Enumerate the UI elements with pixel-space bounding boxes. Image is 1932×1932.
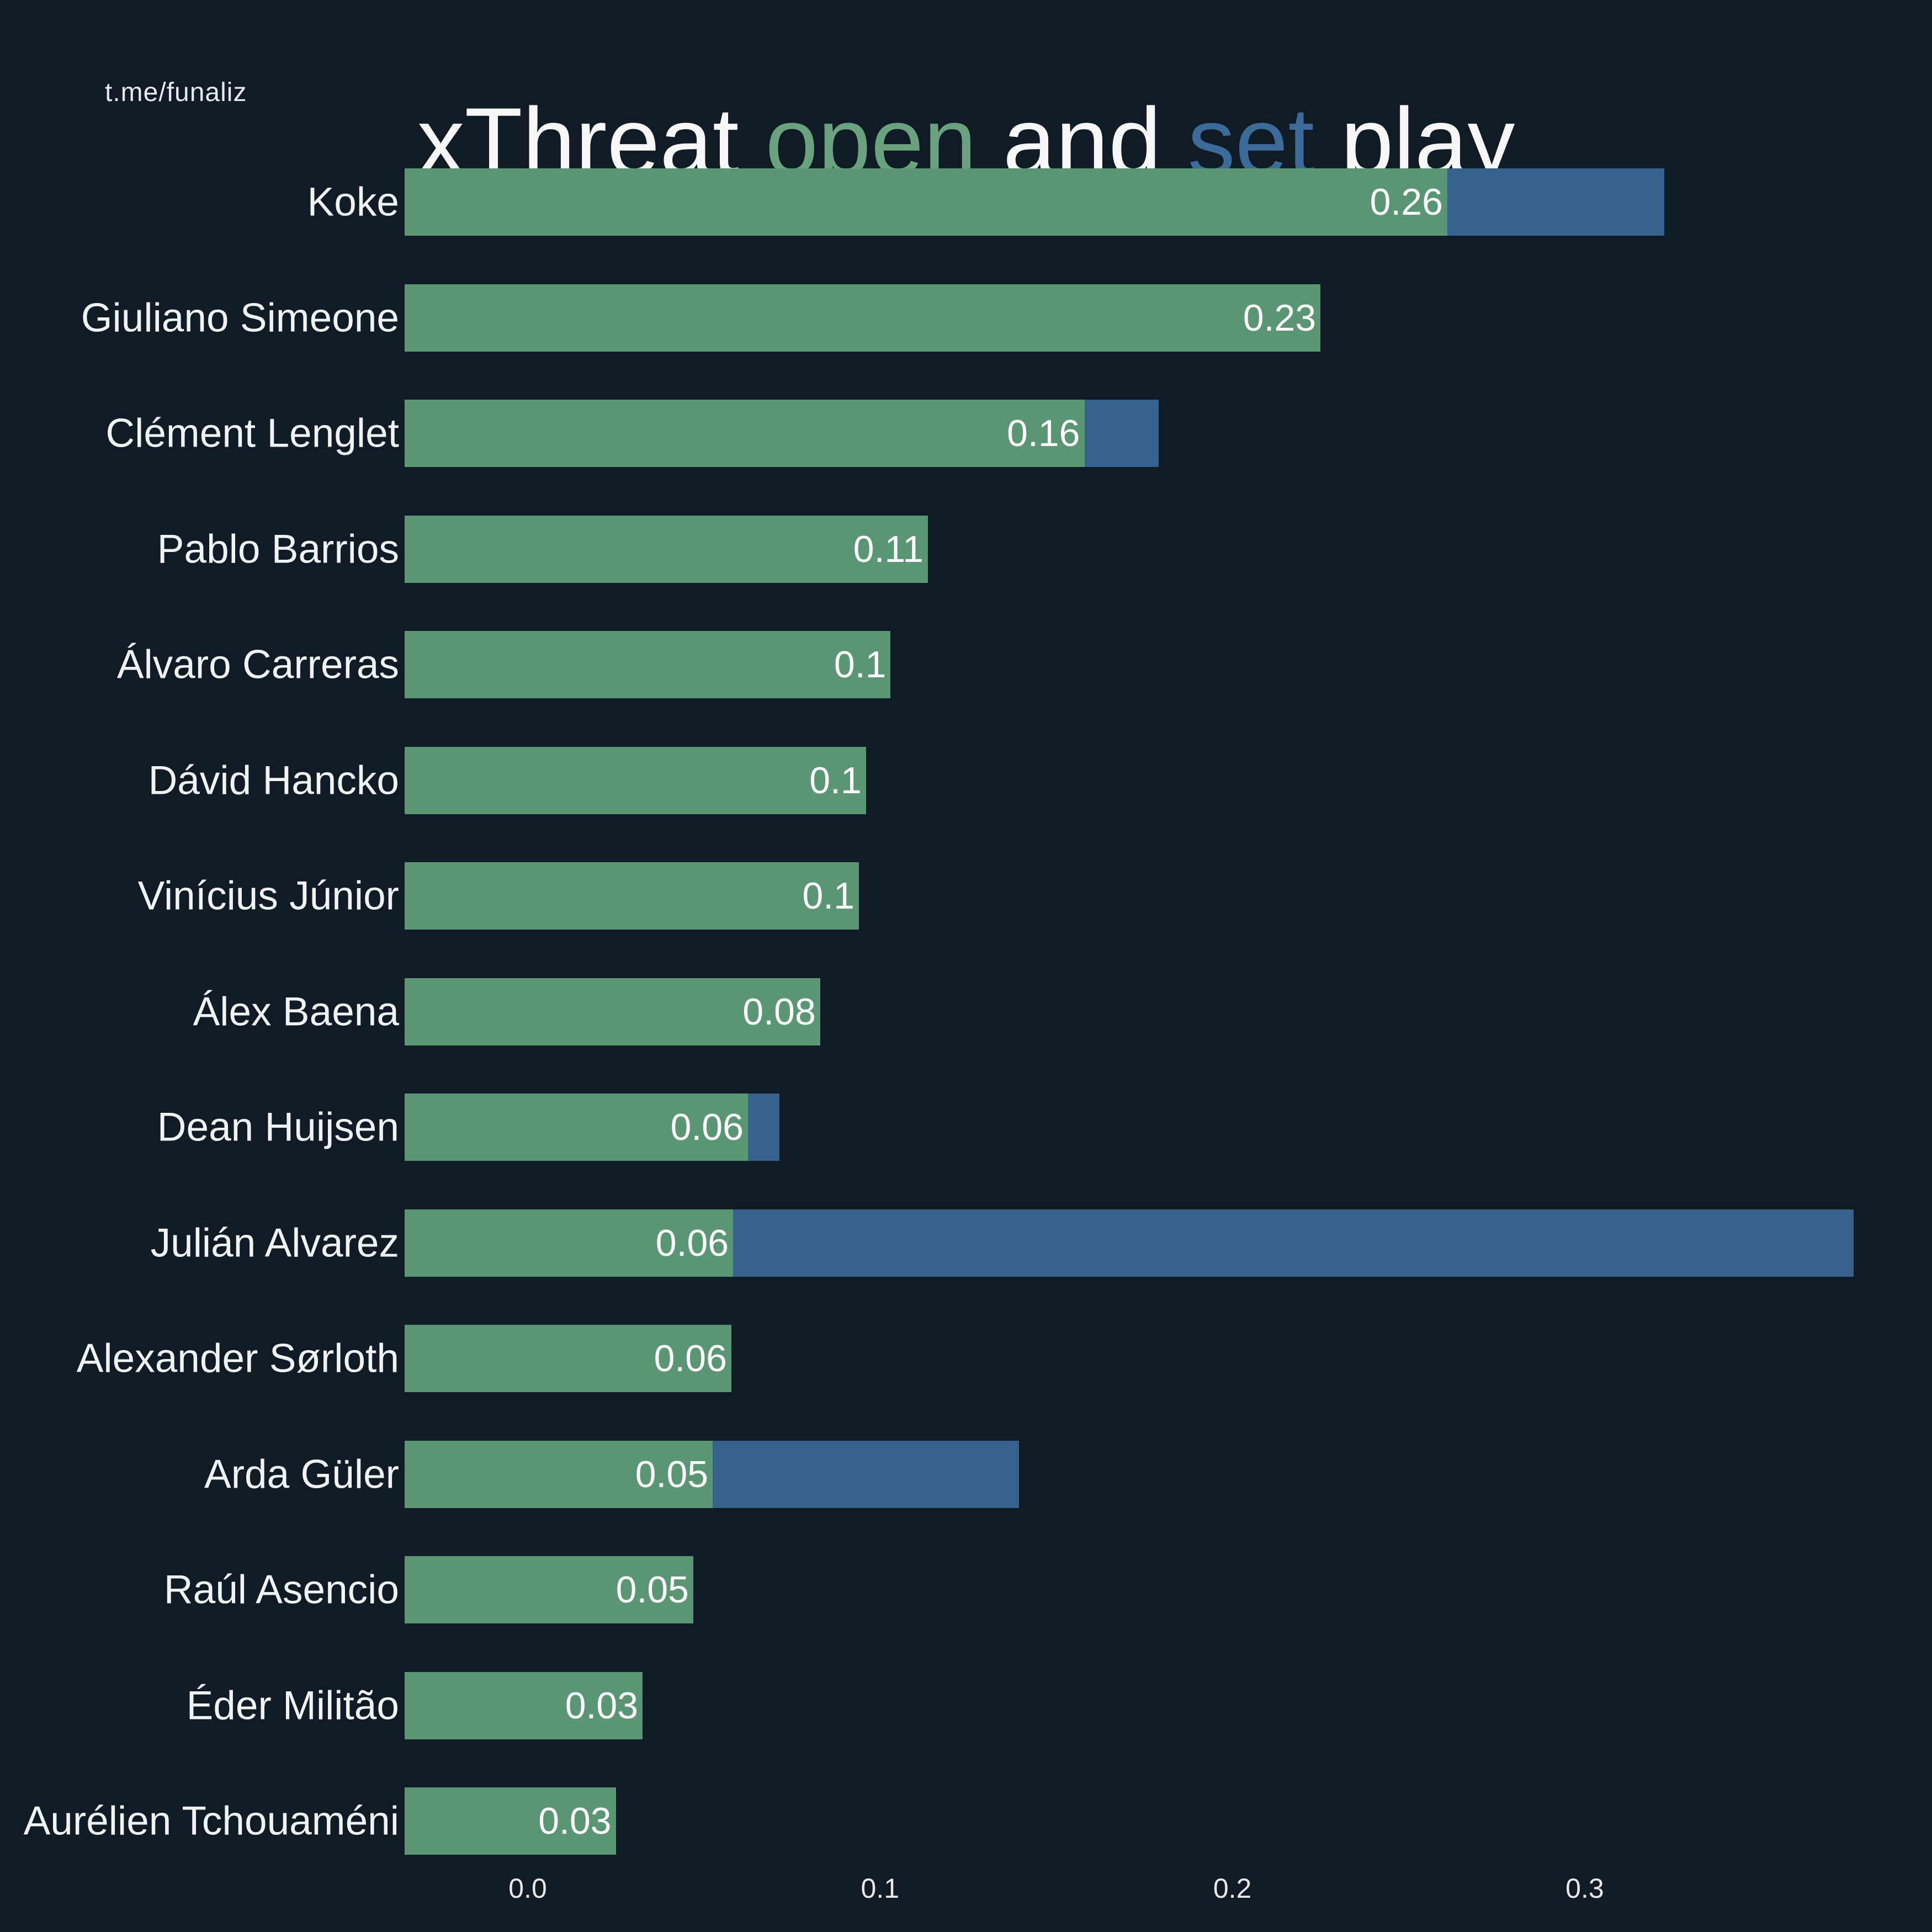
- open-play-bar: 0.23: [405, 284, 1321, 352]
- bar-row: Álvaro Carreras 0.1: [0, 631, 1932, 698]
- open-value-label: 0.1: [834, 644, 887, 686]
- open-play-bar: 0.1: [405, 631, 891, 698]
- set-play-bar: [733, 1209, 1854, 1277]
- player-name: Alexander Sørloth: [76, 1336, 399, 1381]
- bar-row: Julián Alvarez 0.06: [0, 1209, 1932, 1277]
- bar-row: Éder Militão 0.03: [0, 1671, 1932, 1739]
- bar-row: Koke 0.26: [0, 168, 1932, 236]
- open-play-bar: 0.06: [405, 1094, 748, 1161]
- x-axis-tick-label: 0.0: [508, 1873, 547, 1904]
- open-play-bar: 0.06: [405, 1209, 734, 1277]
- set-play-bar: [1447, 168, 1664, 236]
- bar-row: Vinícius Júnior 0.1: [0, 862, 1932, 930]
- player-name: Clément Lenglet: [105, 411, 399, 456]
- open-value-label: 0.05: [615, 1569, 689, 1611]
- open-value-label: 0.05: [635, 1453, 709, 1495]
- player-name: Aurélien Tchouaméni: [23, 1798, 399, 1844]
- bar-row: Pablo Barrios 0.11: [0, 515, 1932, 583]
- open-play-bar: 0.1: [405, 746, 866, 814]
- open-value-label: 0.03: [538, 1800, 612, 1842]
- player-name: Dávid Hancko: [148, 758, 399, 803]
- player-name: Pablo Barrios: [157, 527, 399, 571]
- x-axis-tick-label: 0.3: [1565, 1873, 1604, 1904]
- open-play-bar: 0.03: [405, 1787, 616, 1855]
- open-play-bar: 0.06: [405, 1325, 731, 1392]
- set-play-bar: [1084, 400, 1159, 467]
- open-value-label: 0.11: [853, 528, 924, 570]
- player-name: Raúl Asencio: [163, 1567, 399, 1612]
- bar-row: Álex Baena 0.08: [0, 978, 1932, 1045]
- open-play-bar: 0.1: [405, 862, 859, 930]
- player-name: Vinícius Júnior: [137, 873, 399, 919]
- open-play-bar: 0.05: [405, 1556, 693, 1623]
- player-name: Éder Militão: [186, 1683, 399, 1728]
- player-name: Álvaro Carreras: [116, 642, 399, 687]
- player-name: Álex Baena: [193, 989, 399, 1034]
- open-value-label: 0.1: [809, 759, 862, 802]
- player-name: Dean Huijsen: [157, 1105, 399, 1150]
- open-play-bar: 0.08: [405, 978, 820, 1045]
- set-play-bar: [713, 1440, 1020, 1508]
- bar-row: Alexander Sørloth 0.06: [0, 1325, 1932, 1392]
- bar-row: Dávid Hancko 0.1: [0, 746, 1932, 814]
- open-play-bar: 0.05: [405, 1440, 713, 1508]
- set-play-bar: [747, 1094, 780, 1161]
- x-axis-tick-label: 0.1: [861, 1873, 900, 1904]
- bar-row: Clément Lenglet 0.16: [0, 400, 1932, 467]
- open-value-label: 0.1: [802, 875, 854, 917]
- bar-row: Arda Güler 0.05: [0, 1440, 1932, 1508]
- open-play-bar: 0.26: [405, 168, 1447, 236]
- open-play-bar: 0.11: [405, 515, 928, 583]
- open-value-label: 0.08: [742, 990, 816, 1033]
- player-name: Koke: [307, 179, 399, 225]
- open-play-bar: 0.16: [405, 400, 1085, 467]
- player-name: Arda Güler: [204, 1452, 399, 1496]
- open-value-label: 0.03: [565, 1684, 639, 1727]
- player-name: Giuliano Simeone: [81, 295, 399, 340]
- open-value-label: 0.16: [1007, 412, 1080, 454]
- open-value-label: 0.23: [1243, 296, 1317, 339]
- open-value-label: 0.06: [670, 1106, 744, 1148]
- watermark: t.me/funaliz: [105, 78, 247, 107]
- bar-row: Raúl Asencio 0.05: [0, 1556, 1932, 1623]
- bar-row: Dean Huijsen 0.06: [0, 1094, 1932, 1161]
- open-play-bar: 0.03: [405, 1671, 643, 1739]
- bar-row: Giuliano Simeone 0.23: [0, 284, 1932, 352]
- open-value-label: 0.06: [654, 1337, 727, 1379]
- x-axis-tick-label: 0.2: [1213, 1873, 1252, 1904]
- bar-row: Aurélien Tchouaméni 0.03: [0, 1787, 1932, 1855]
- player-name: Julián Alvarez: [150, 1220, 399, 1265]
- open-value-label: 0.06: [655, 1222, 729, 1264]
- open-value-label: 0.26: [1370, 181, 1443, 223]
